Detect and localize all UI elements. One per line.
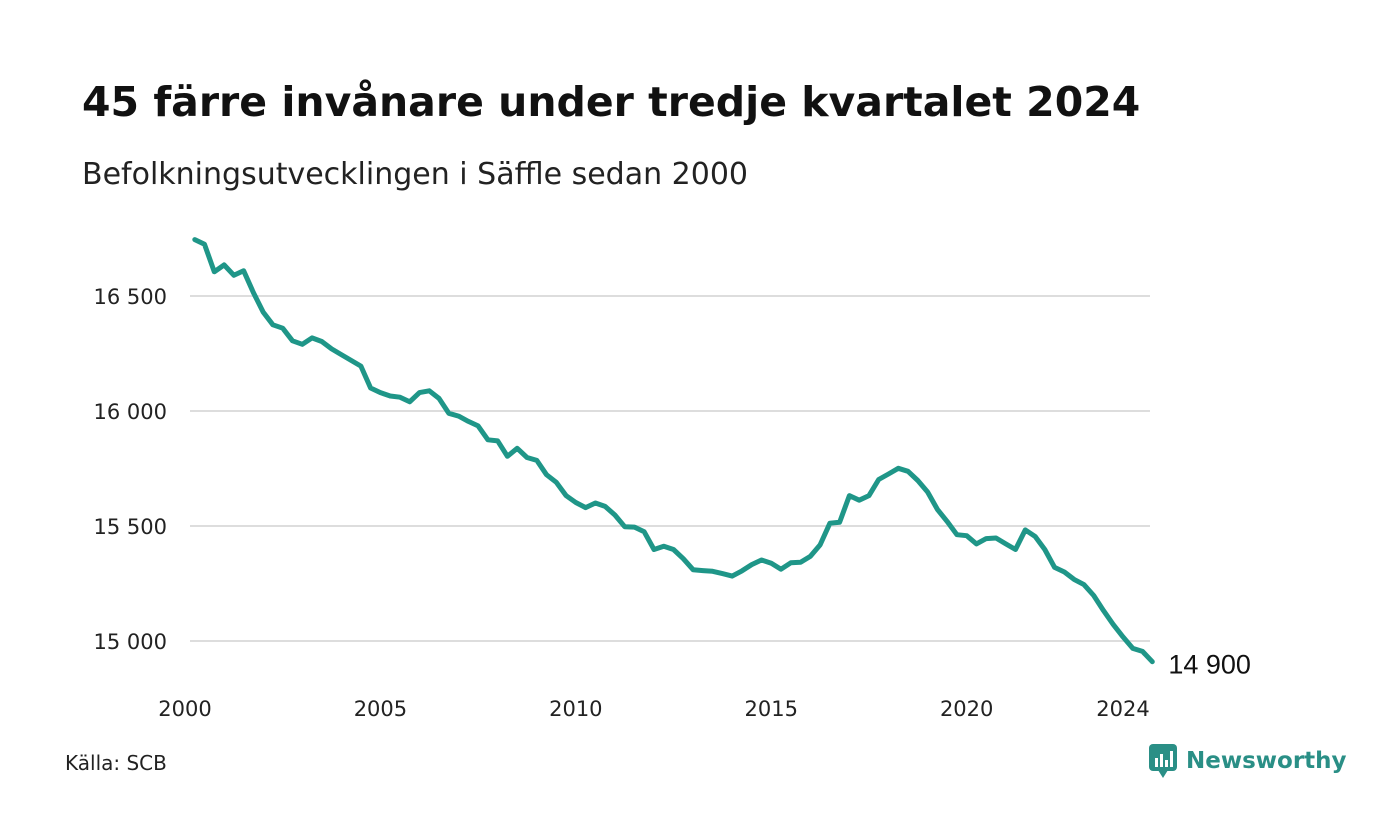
x-tick-label: 2020	[940, 697, 993, 721]
x-tick-label: 2024	[1096, 697, 1149, 721]
source-note: Källa: SCB	[65, 751, 167, 775]
chart-subtitle: Befolkningsutvecklingen i Säffle sedan 2…	[82, 157, 748, 192]
series-line	[192, 237, 1155, 665]
x-tick-label: 2005	[354, 697, 407, 721]
series-group	[192, 237, 1155, 665]
y-tick-label: 16 500	[94, 285, 167, 309]
x-tick-label: 2010	[549, 697, 602, 721]
y-axis-ticks: 15 000 15 500 16 000 16 500	[94, 285, 167, 654]
brand-logo: Newsworthy	[1148, 743, 1347, 779]
brand-name: Newsworthy	[1186, 748, 1347, 774]
newsworthy-logo-icon	[1149, 744, 1177, 778]
x-tick-label: 2000	[158, 697, 211, 721]
grid-lines	[190, 295, 1150, 642]
chart-title: 45 färre invånare under tredje kvartalet…	[82, 78, 1141, 126]
x-tick-label: 2015	[745, 697, 798, 721]
x-axis-ticks: 2000 2005 2010 2015 2020 2024	[158, 697, 1149, 721]
y-tick-label: 15 500	[94, 515, 167, 539]
y-tick-label: 15 000	[94, 630, 167, 654]
end-value-label: 14 900	[1168, 650, 1251, 680]
y-tick-label: 16 000	[94, 400, 167, 424]
